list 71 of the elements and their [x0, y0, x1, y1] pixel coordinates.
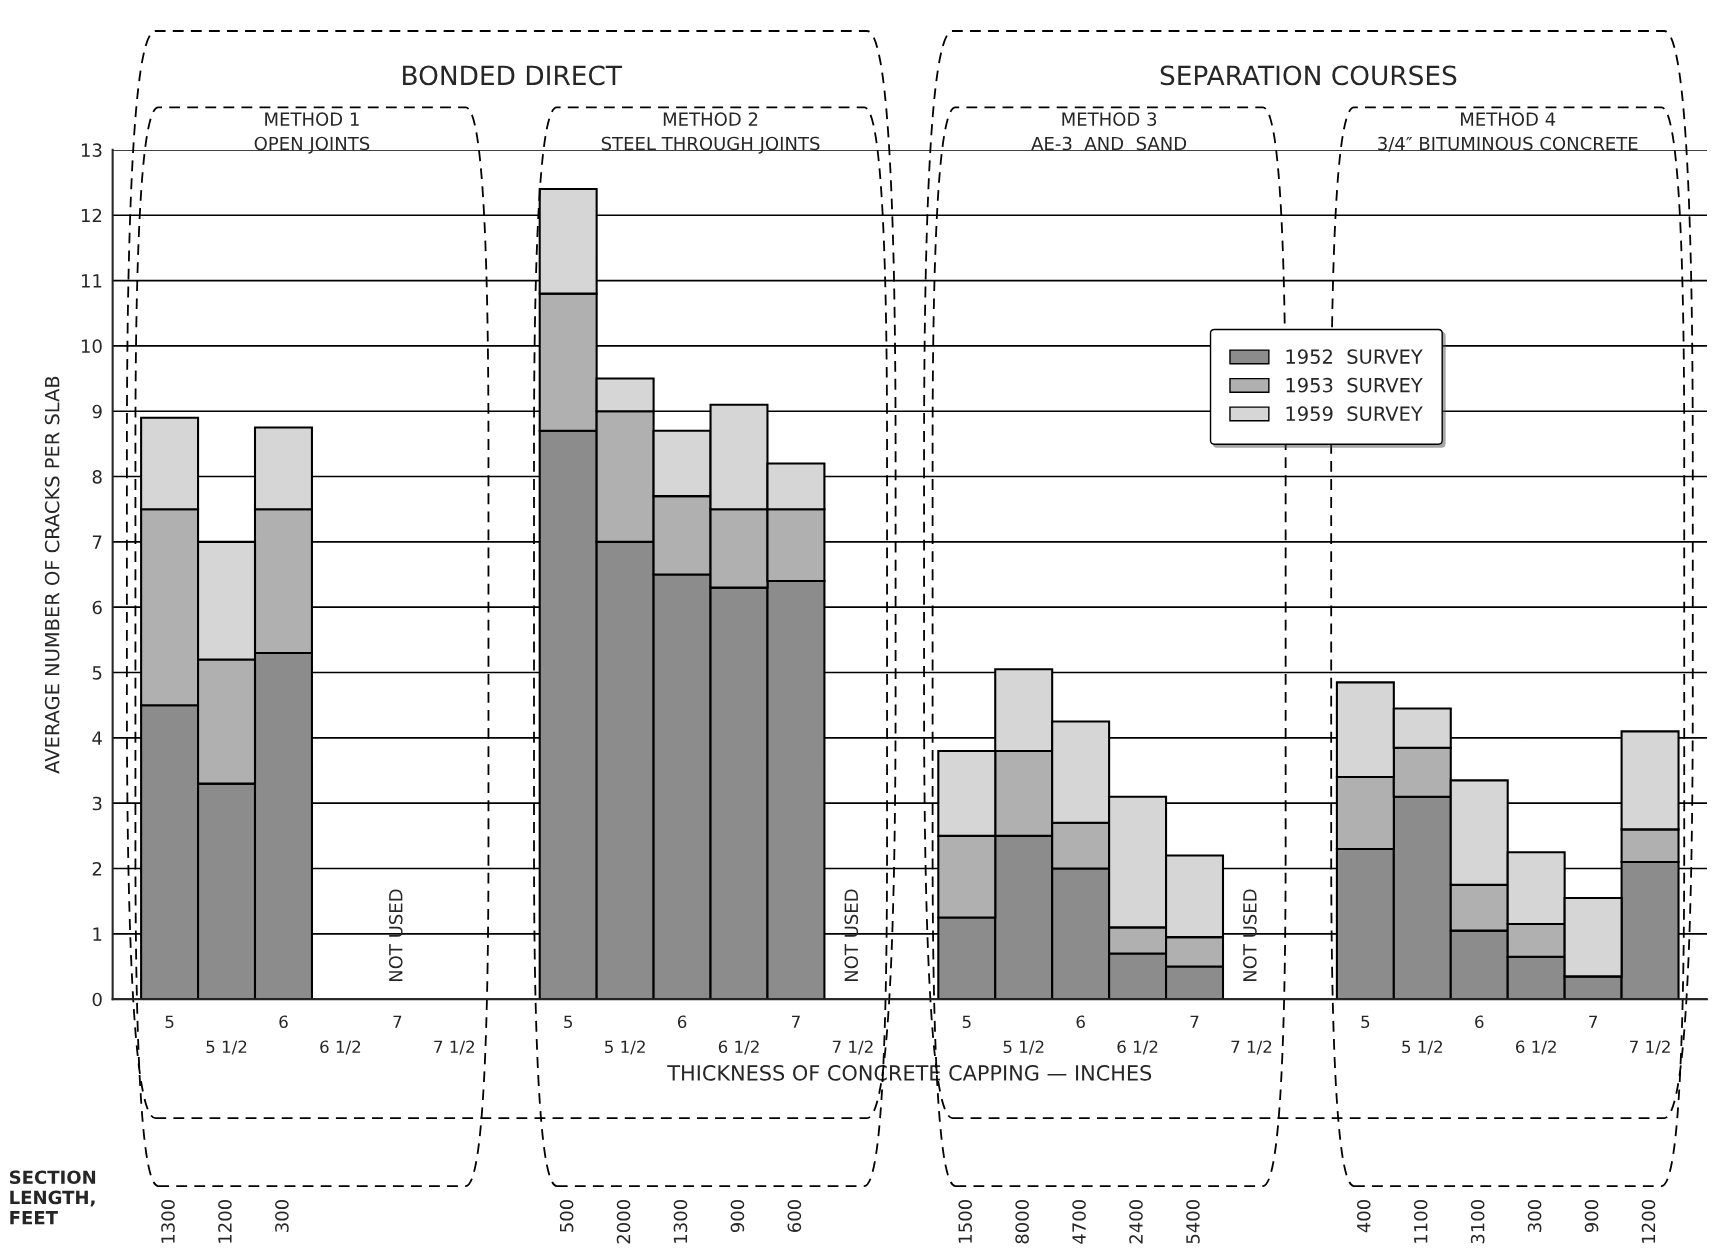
legend-label: 1959 SURVEY	[1286, 406, 1423, 422]
legend-label: 1953 SURVEY	[1286, 377, 1423, 393]
x-tick-label: 5	[165, 1015, 174, 1029]
x-tick-label: 5 1/2	[1402, 1040, 1442, 1055]
x-tick-label: 7 1/2	[1630, 1040, 1670, 1055]
text: 1200	[1641, 1199, 1656, 1243]
text: 500	[559, 1199, 574, 1232]
y-tick-label: 2	[92, 861, 102, 876]
x-tick-label: 5	[564, 1015, 573, 1029]
x-tick-label: 5 1/2	[206, 1040, 247, 1055]
y-tick-label: 3	[92, 796, 102, 811]
x-tick-label: 6 1/2	[1117, 1040, 1158, 1055]
text: 1300	[161, 1199, 175, 1243]
annotation: METHOD 3 AE-3 AND SAND	[1031, 112, 1187, 151]
y-tick-label: 5	[92, 666, 102, 680]
text: 1300	[673, 1199, 688, 1243]
y-tick-label: 10	[81, 339, 102, 353]
text: 1100	[1413, 1199, 1428, 1243]
y-tick-label: 11	[81, 274, 102, 288]
text: 1500	[958, 1199, 973, 1243]
x-tick-label: 7	[1190, 1015, 1199, 1028]
x-tick-label: 7 1/2	[434, 1040, 474, 1055]
x-tick-label: 7	[792, 1015, 800, 1028]
text: 400	[1356, 1199, 1371, 1233]
text: 600	[787, 1199, 802, 1232]
annotation: NOT USED	[388, 889, 403, 982]
y-tick-label: 0	[92, 992, 102, 1007]
text: 300	[275, 1199, 289, 1232]
text: 8000	[1015, 1199, 1029, 1244]
annotation: NOT USED	[844, 889, 859, 982]
x-tick-label: 7 1/2	[1231, 1040, 1272, 1055]
text: 5400	[1186, 1199, 1200, 1244]
x-tick-label: 6	[1475, 1015, 1484, 1029]
x-tick-label: 5 1/2	[605, 1040, 645, 1055]
y-tick-label: 7	[92, 535, 102, 549]
x-tick-label: 6	[279, 1015, 288, 1029]
y-tick-label: 13	[81, 143, 102, 157]
annotation: METHOD 1 OPEN JOINTS	[254, 112, 370, 154]
x-tick-label: 6 1/2	[718, 1040, 759, 1055]
annotation: METHOD 2 STEEL THROUGH JOINTS	[601, 112, 820, 154]
text: 4700	[1072, 1199, 1086, 1244]
x-tick-label: 5 1/2	[1003, 1040, 1044, 1055]
text: 900	[730, 1199, 745, 1233]
text: 3100	[1470, 1199, 1485, 1244]
text: SECTION LENGTH, FEET	[9, 1170, 96, 1225]
legend-label: 1952 SURVEY	[1286, 349, 1423, 364]
x-tick-label: 7	[1589, 1015, 1597, 1028]
text: 2400	[1129, 1199, 1143, 1244]
x-tick-label: 6	[677, 1015, 687, 1029]
y-tick-label: 1	[93, 927, 102, 941]
text: 2000	[616, 1199, 631, 1244]
x-tick-label: 6	[1076, 1015, 1085, 1029]
x-tick-label: 7	[393, 1015, 402, 1028]
annotation: METHOD 4 3/4″ BITUMINOUS CONCRETE	[1378, 112, 1638, 152]
text: BONDED DIRECT	[403, 65, 623, 86]
y-tick-label: 9	[92, 404, 102, 419]
x-tick-label: 6 1/2	[1515, 1040, 1556, 1055]
x-tick-label: 7 1/2	[832, 1040, 873, 1055]
text: SEPARATION COURSES	[1160, 65, 1457, 86]
annotation: NOT USED	[1243, 889, 1257, 982]
text: 300	[1527, 1199, 1542, 1232]
y-tick-label: 4	[92, 731, 102, 745]
x-tick-label: 6 1/2	[320, 1040, 361, 1055]
y-axis-title: AVERAGE NUMBER OF CRACKS PER SLAB	[44, 376, 60, 774]
y-tick-label: 12	[81, 208, 102, 223]
text: 900	[1584, 1199, 1599, 1233]
y-tick-label: 6	[92, 600, 102, 615]
text: 1200	[218, 1199, 232, 1243]
y-tick-label: 8	[92, 470, 102, 484]
x-tick-label: 5	[962, 1015, 971, 1029]
x-tick-label: 5	[1361, 1015, 1370, 1029]
